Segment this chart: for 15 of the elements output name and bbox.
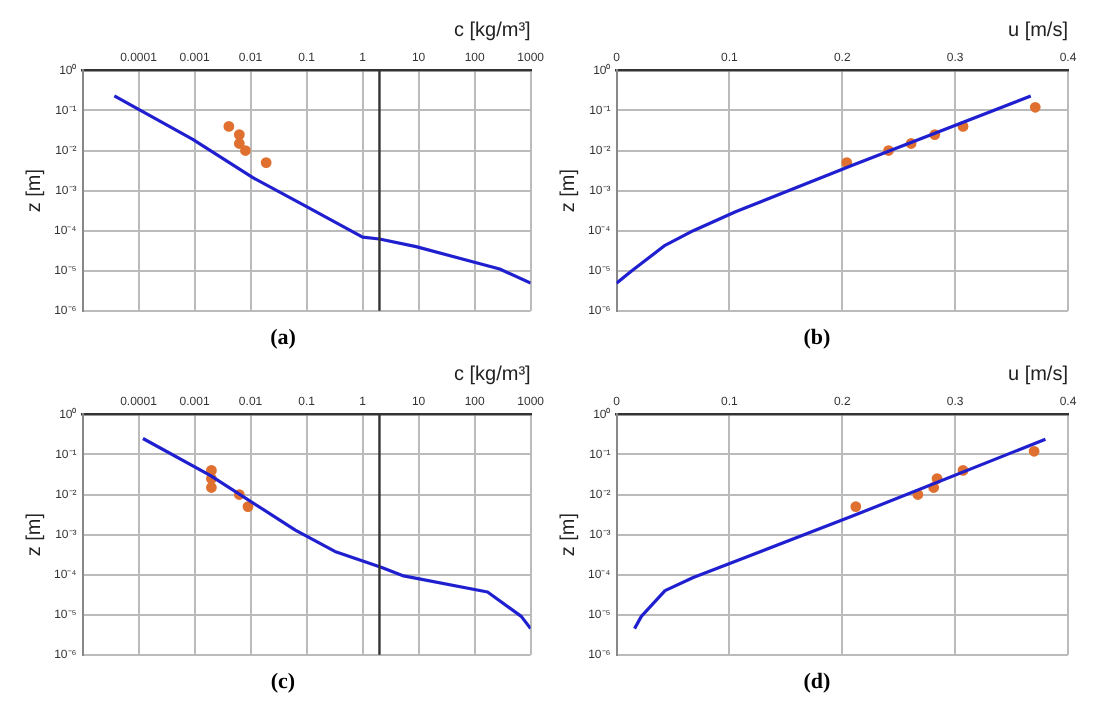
text: (b) (803, 324, 831, 354)
y-axis-title: z [m] (23, 168, 46, 213)
point (1029, 101, 1041, 113)
point (1028, 445, 1040, 457)
y-axis-title: z [m] (557, 512, 580, 557)
y-axis-title: z [m] (23, 512, 46, 557)
x-axis-title: u [m/s] (1007, 19, 1069, 42)
x-axis-title: c [kg/m³] (453, 363, 532, 386)
y-axis-title: z [m] (557, 168, 580, 213)
point (850, 501, 862, 512)
x-axis-title: c [kg/m³] (453, 19, 532, 42)
text: (d) (803, 668, 831, 698)
x-axis-title: u [m/s] (1007, 363, 1069, 386)
text: (c) (270, 668, 296, 698)
text: (a) (270, 324, 296, 354)
